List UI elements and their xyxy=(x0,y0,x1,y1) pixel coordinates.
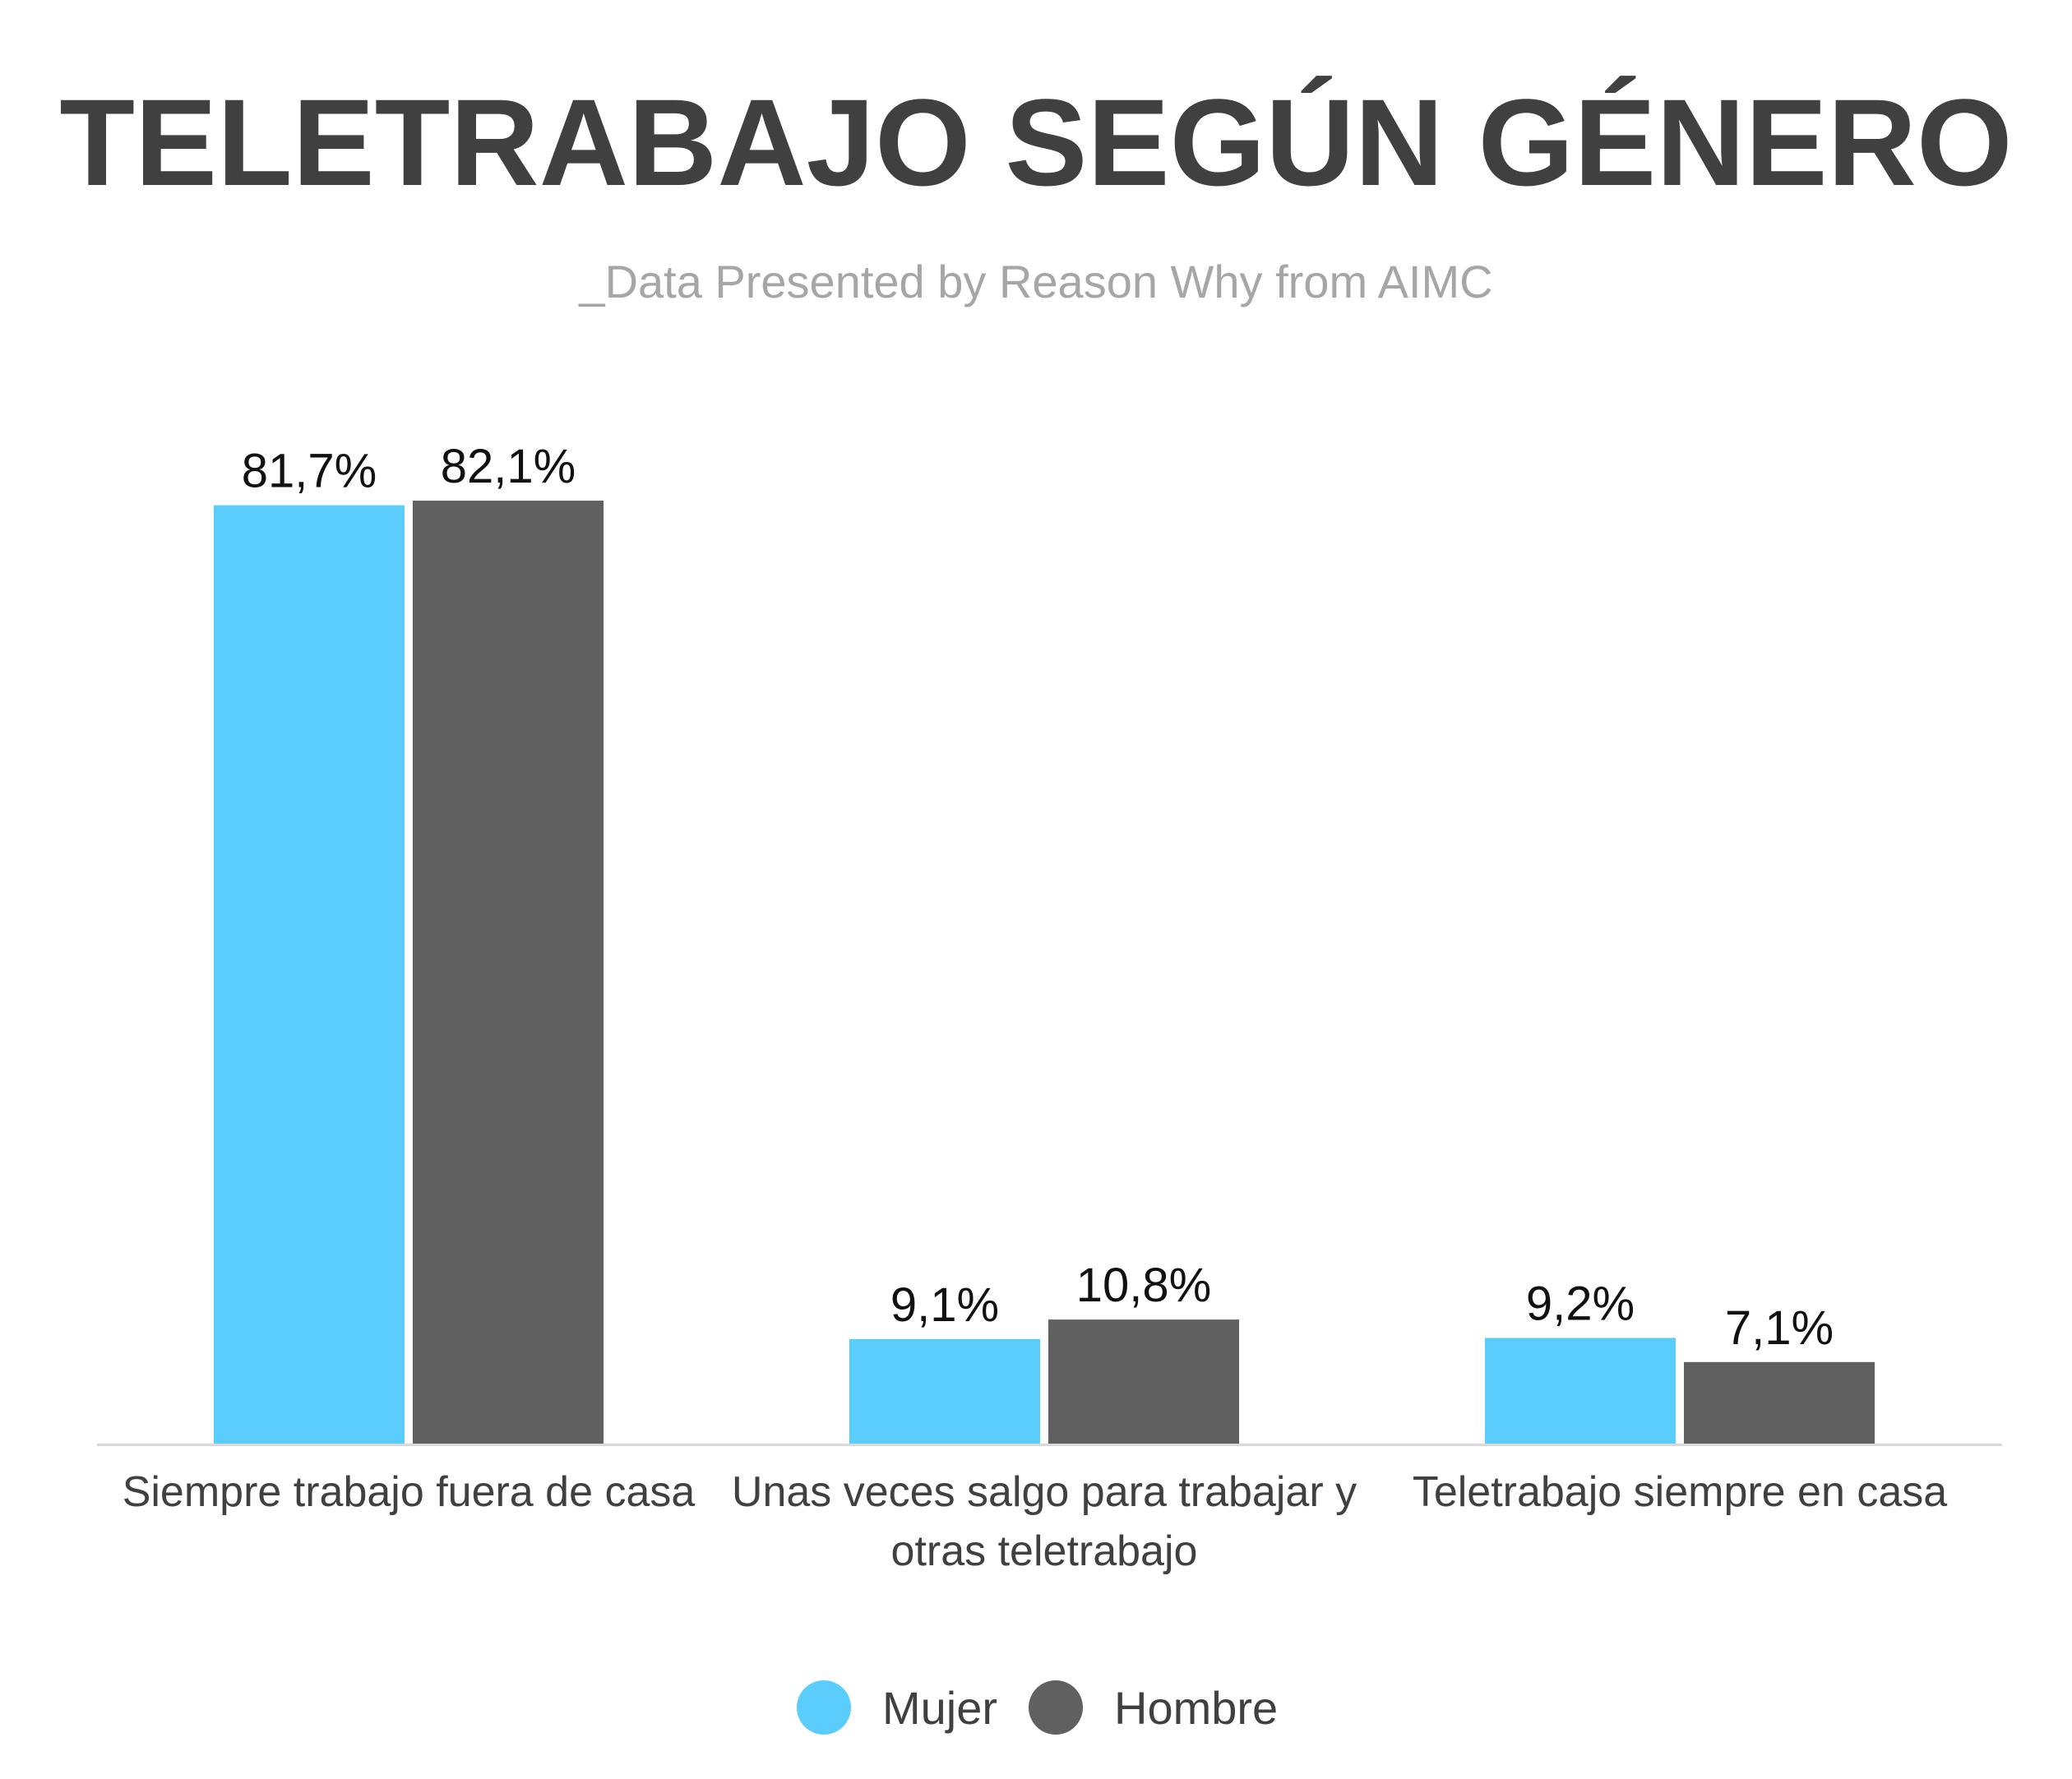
data-label-mujer-1: 9,1% xyxy=(890,1278,999,1332)
chart-title: TELETRABAJO SEGÚN GÉNERO xyxy=(59,73,2012,211)
category-labels-group: Siempre trabajo fuera de casa Unas veces … xyxy=(123,1468,1948,1575)
legend-label-mujer: Mujer xyxy=(882,1682,997,1734)
legend: Mujer Hombre xyxy=(797,1680,1278,1735)
bars-group xyxy=(214,501,1875,1444)
legend-swatch-mujer xyxy=(797,1680,851,1735)
bar-hombre-0 xyxy=(413,501,604,1444)
category-label-1-line-0: Unas veces salgo para trabajar y xyxy=(732,1468,1357,1516)
category-label-0: Siempre trabajo fuera de casa xyxy=(123,1468,696,1516)
bar-mujer-0 xyxy=(214,505,405,1444)
category-label-2: Teletrabajo siempre en casa xyxy=(1413,1468,1947,1516)
data-label-hombre-0: 82,1% xyxy=(441,440,576,493)
data-labels-group: 81,7% 82,1% 9,1% 10,8% 9,2% 7,1% xyxy=(242,440,1834,1355)
data-label-hombre-2: 7,1% xyxy=(1725,1301,1834,1355)
data-label-mujer-2: 9,2% xyxy=(1526,1277,1635,1330)
legend-label-hombre: Hombre xyxy=(1114,1682,1278,1734)
bar-mujer-1 xyxy=(849,1338,1040,1444)
bar-hombre-2 xyxy=(1684,1361,1875,1444)
bar-hombre-1 xyxy=(1048,1319,1239,1444)
category-label-1-line-1: otras teletrabajo xyxy=(891,1527,1198,1575)
bar-mujer-2 xyxy=(1485,1338,1676,1444)
data-label-hombre-1: 10,8% xyxy=(1076,1259,1211,1312)
chart-subtitle: _Data Presented by Reason Why from AIMC xyxy=(578,256,1492,307)
legend-swatch-hombre xyxy=(1029,1680,1083,1735)
data-label-mujer-0: 81,7% xyxy=(242,445,377,498)
